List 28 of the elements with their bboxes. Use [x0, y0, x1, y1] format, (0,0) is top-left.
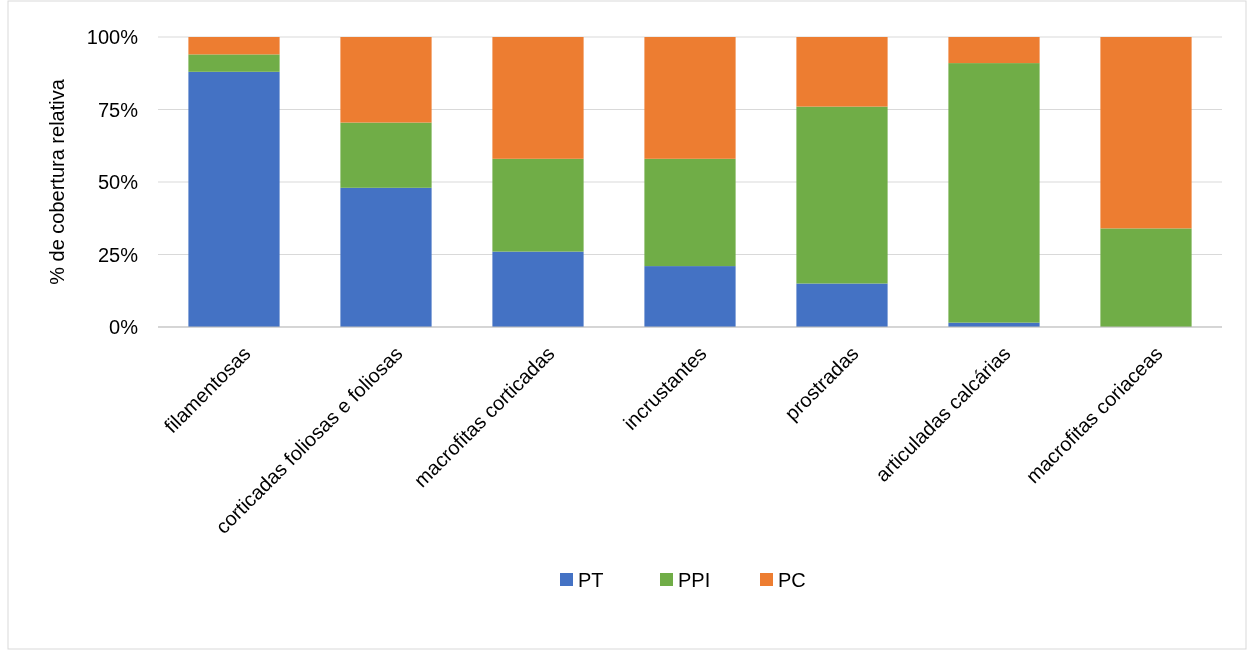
bar: [644, 266, 736, 327]
y-tick-label: 50%: [97, 171, 139, 193]
bar: [188, 71, 280, 327]
bar: [948, 63, 1040, 323]
bar: [188, 37, 280, 55]
bar: [188, 54, 280, 72]
y-tick-label: 75%: [97, 98, 139, 121]
bar: [796, 106, 888, 284]
bar: [796, 283, 888, 327]
bar: [1100, 37, 1192, 229]
bar: [644, 37, 736, 159]
legend-label: PPI: [678, 569, 711, 591]
bar: [796, 37, 888, 107]
legend-label: PT: [578, 569, 604, 591]
y-tick-label: 100%: [86, 26, 139, 48]
bar: [1100, 228, 1192, 327]
bar: [492, 37, 584, 159]
bar: [492, 158, 584, 252]
legend-label: PC: [778, 569, 806, 591]
bar: [340, 187, 432, 327]
y-tick-label: 0%: [109, 316, 139, 338]
bar: [644, 158, 736, 267]
y-axis-title: % de cobertura relativa: [46, 78, 68, 285]
bar: [492, 251, 584, 327]
y-tick-label: 25%: [97, 243, 139, 266]
bar: [340, 37, 432, 123]
bar: [340, 122, 432, 188]
bar: [948, 37, 1040, 64]
